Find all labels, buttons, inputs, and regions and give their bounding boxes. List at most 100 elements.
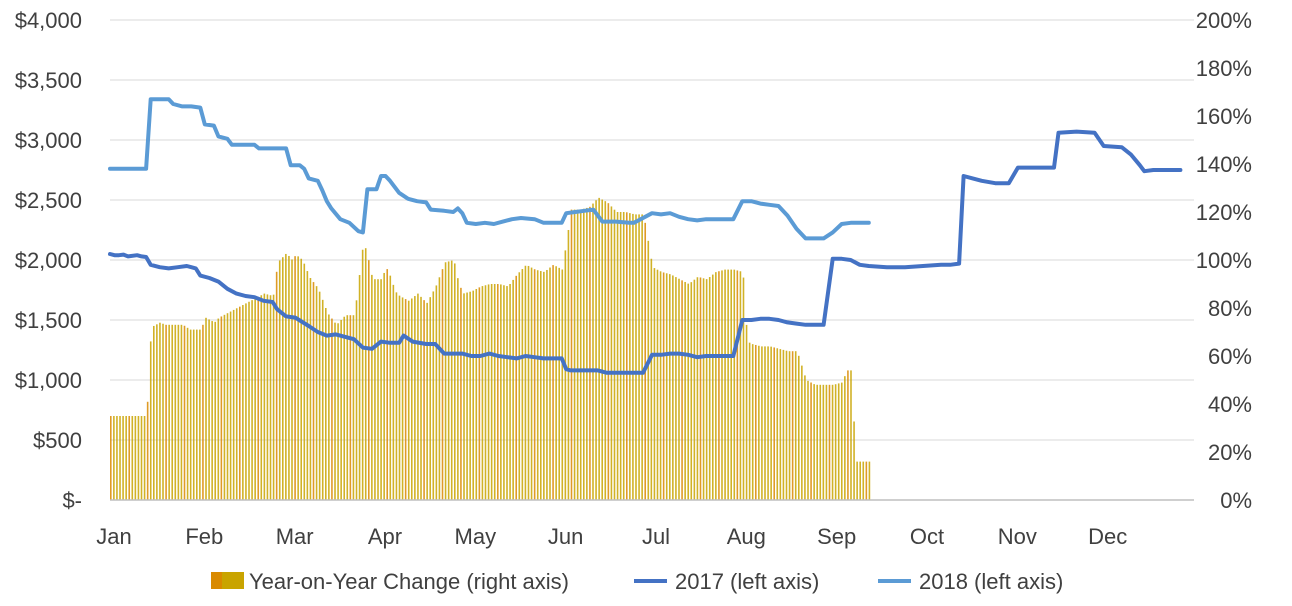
yoy-bar bbox=[300, 258, 303, 500]
yoy-bar bbox=[248, 301, 250, 500]
yoy-bar bbox=[420, 296, 422, 500]
yoy-bar bbox=[364, 248, 367, 500]
right-y-axis-ticks: 0% 20% 40% 60% 80% 100% 120% 140% 160% 180% 200% bbox=[1196, 8, 1252, 513]
yoy-bar bbox=[463, 293, 465, 500]
yoy-bar bbox=[579, 209, 582, 500]
yoy-bar bbox=[536, 270, 539, 500]
yoy-bar bbox=[340, 320, 342, 500]
yoy-bar bbox=[266, 294, 269, 500]
yoy-bar bbox=[349, 315, 352, 500]
yoy-bar bbox=[690, 282, 693, 500]
series-line-2018 bbox=[108, 97, 871, 241]
yoy-bar bbox=[681, 280, 683, 500]
yoy-bar bbox=[444, 262, 447, 500]
yoy-bar bbox=[162, 323, 164, 500]
yoy-bar bbox=[708, 277, 711, 500]
yoy-bar bbox=[552, 265, 554, 500]
right-axis-tick-label: 40% bbox=[1208, 392, 1252, 417]
yoy-bar bbox=[195, 329, 198, 500]
x-axis-tick-label: Jan bbox=[96, 524, 131, 549]
yoy-bar bbox=[358, 275, 361, 500]
yoy-bar bbox=[705, 279, 708, 500]
yoy-bar bbox=[306, 271, 309, 500]
left-axis-tick-label: $3,000 bbox=[15, 128, 82, 153]
yoy-bar bbox=[232, 309, 235, 500]
yoy-bar bbox=[586, 207, 588, 501]
yoy-bar bbox=[791, 351, 794, 500]
yoy-bar bbox=[426, 302, 428, 500]
yoy-bar bbox=[715, 272, 717, 500]
yoy-bar bbox=[315, 286, 318, 500]
yoy-bar bbox=[868, 461, 871, 500]
yoy-bar bbox=[401, 297, 404, 500]
x-axis-tick-label: Dec bbox=[1088, 524, 1127, 549]
yoy-bar bbox=[288, 255, 290, 500]
yoy-bar bbox=[693, 279, 696, 500]
yoy-bar bbox=[453, 263, 456, 500]
yoy-bar bbox=[865, 461, 868, 500]
yoy-bar bbox=[226, 313, 229, 500]
yoy-bar bbox=[672, 275, 674, 500]
yoy-bar bbox=[850, 370, 852, 500]
yoy-bar bbox=[509, 284, 511, 500]
yoy-bar bbox=[435, 285, 438, 500]
yoy-bar bbox=[217, 318, 220, 500]
yoy-bar bbox=[211, 321, 213, 500]
yoy-bar bbox=[629, 213, 631, 500]
yoy-bar bbox=[260, 295, 263, 500]
yoy-bar bbox=[625, 212, 628, 500]
yoy-bar bbox=[616, 212, 619, 500]
yoy-bar bbox=[352, 315, 355, 500]
yoy-bar bbox=[337, 323, 339, 500]
x-axis-tick-label: Jul bbox=[642, 524, 670, 549]
yoy-bar bbox=[149, 341, 152, 500]
yoy-bar bbox=[779, 349, 782, 500]
yoy-bar bbox=[202, 324, 204, 500]
yoy-bar bbox=[429, 297, 432, 500]
yoy-bar bbox=[377, 279, 379, 500]
yoy-bar bbox=[242, 305, 244, 500]
yoy-bar bbox=[183, 325, 186, 500]
yoy-bar bbox=[518, 272, 521, 500]
left-axis-tick-label: $1,500 bbox=[15, 308, 82, 333]
yoy-bar bbox=[512, 279, 514, 500]
yoy-bar bbox=[257, 296, 260, 500]
yoy-bar bbox=[696, 277, 699, 500]
yoy-bar bbox=[159, 322, 161, 500]
yoy-bar bbox=[285, 253, 287, 500]
yoy-bar bbox=[567, 230, 570, 500]
yoy-bar bbox=[564, 250, 567, 500]
left-axis-tick-label: $500 bbox=[33, 428, 82, 453]
yoy-bar bbox=[515, 275, 518, 500]
yoy-bar bbox=[506, 286, 508, 500]
yoy-bar bbox=[533, 269, 536, 500]
yoy-bar bbox=[469, 291, 471, 500]
x-axis-tick-label: Nov bbox=[998, 524, 1037, 549]
yoy-bar bbox=[751, 344, 754, 500]
yoy-bar bbox=[275, 271, 278, 500]
yoy-bar bbox=[297, 256, 299, 500]
yoy-bar bbox=[251, 300, 253, 500]
yoy-bar bbox=[592, 203, 594, 500]
yoy-bar bbox=[699, 277, 702, 500]
yoy-bar bbox=[125, 416, 127, 500]
yoy-bar bbox=[828, 384, 831, 500]
yoy-bar bbox=[819, 384, 822, 500]
yoy-bar bbox=[859, 461, 862, 500]
yoy-bar bbox=[303, 263, 306, 500]
left-axis-tick-label: $4,000 bbox=[15, 8, 82, 33]
yoy-bar bbox=[856, 461, 858, 500]
yoy-bar bbox=[278, 260, 281, 500]
yoy-bar bbox=[475, 288, 478, 500]
yoy-bar bbox=[773, 347, 776, 500]
yoy-bar bbox=[797, 355, 800, 500]
yoy-bar bbox=[410, 298, 413, 500]
right-axis-tick-label: 180% bbox=[1196, 56, 1252, 81]
yoy-bar bbox=[110, 416, 112, 500]
yoy-bar bbox=[555, 266, 557, 500]
yoy-bar bbox=[152, 325, 155, 500]
yoy-bar bbox=[199, 329, 201, 500]
yoy-bar bbox=[294, 256, 296, 500]
yoy-bar bbox=[321, 299, 324, 500]
